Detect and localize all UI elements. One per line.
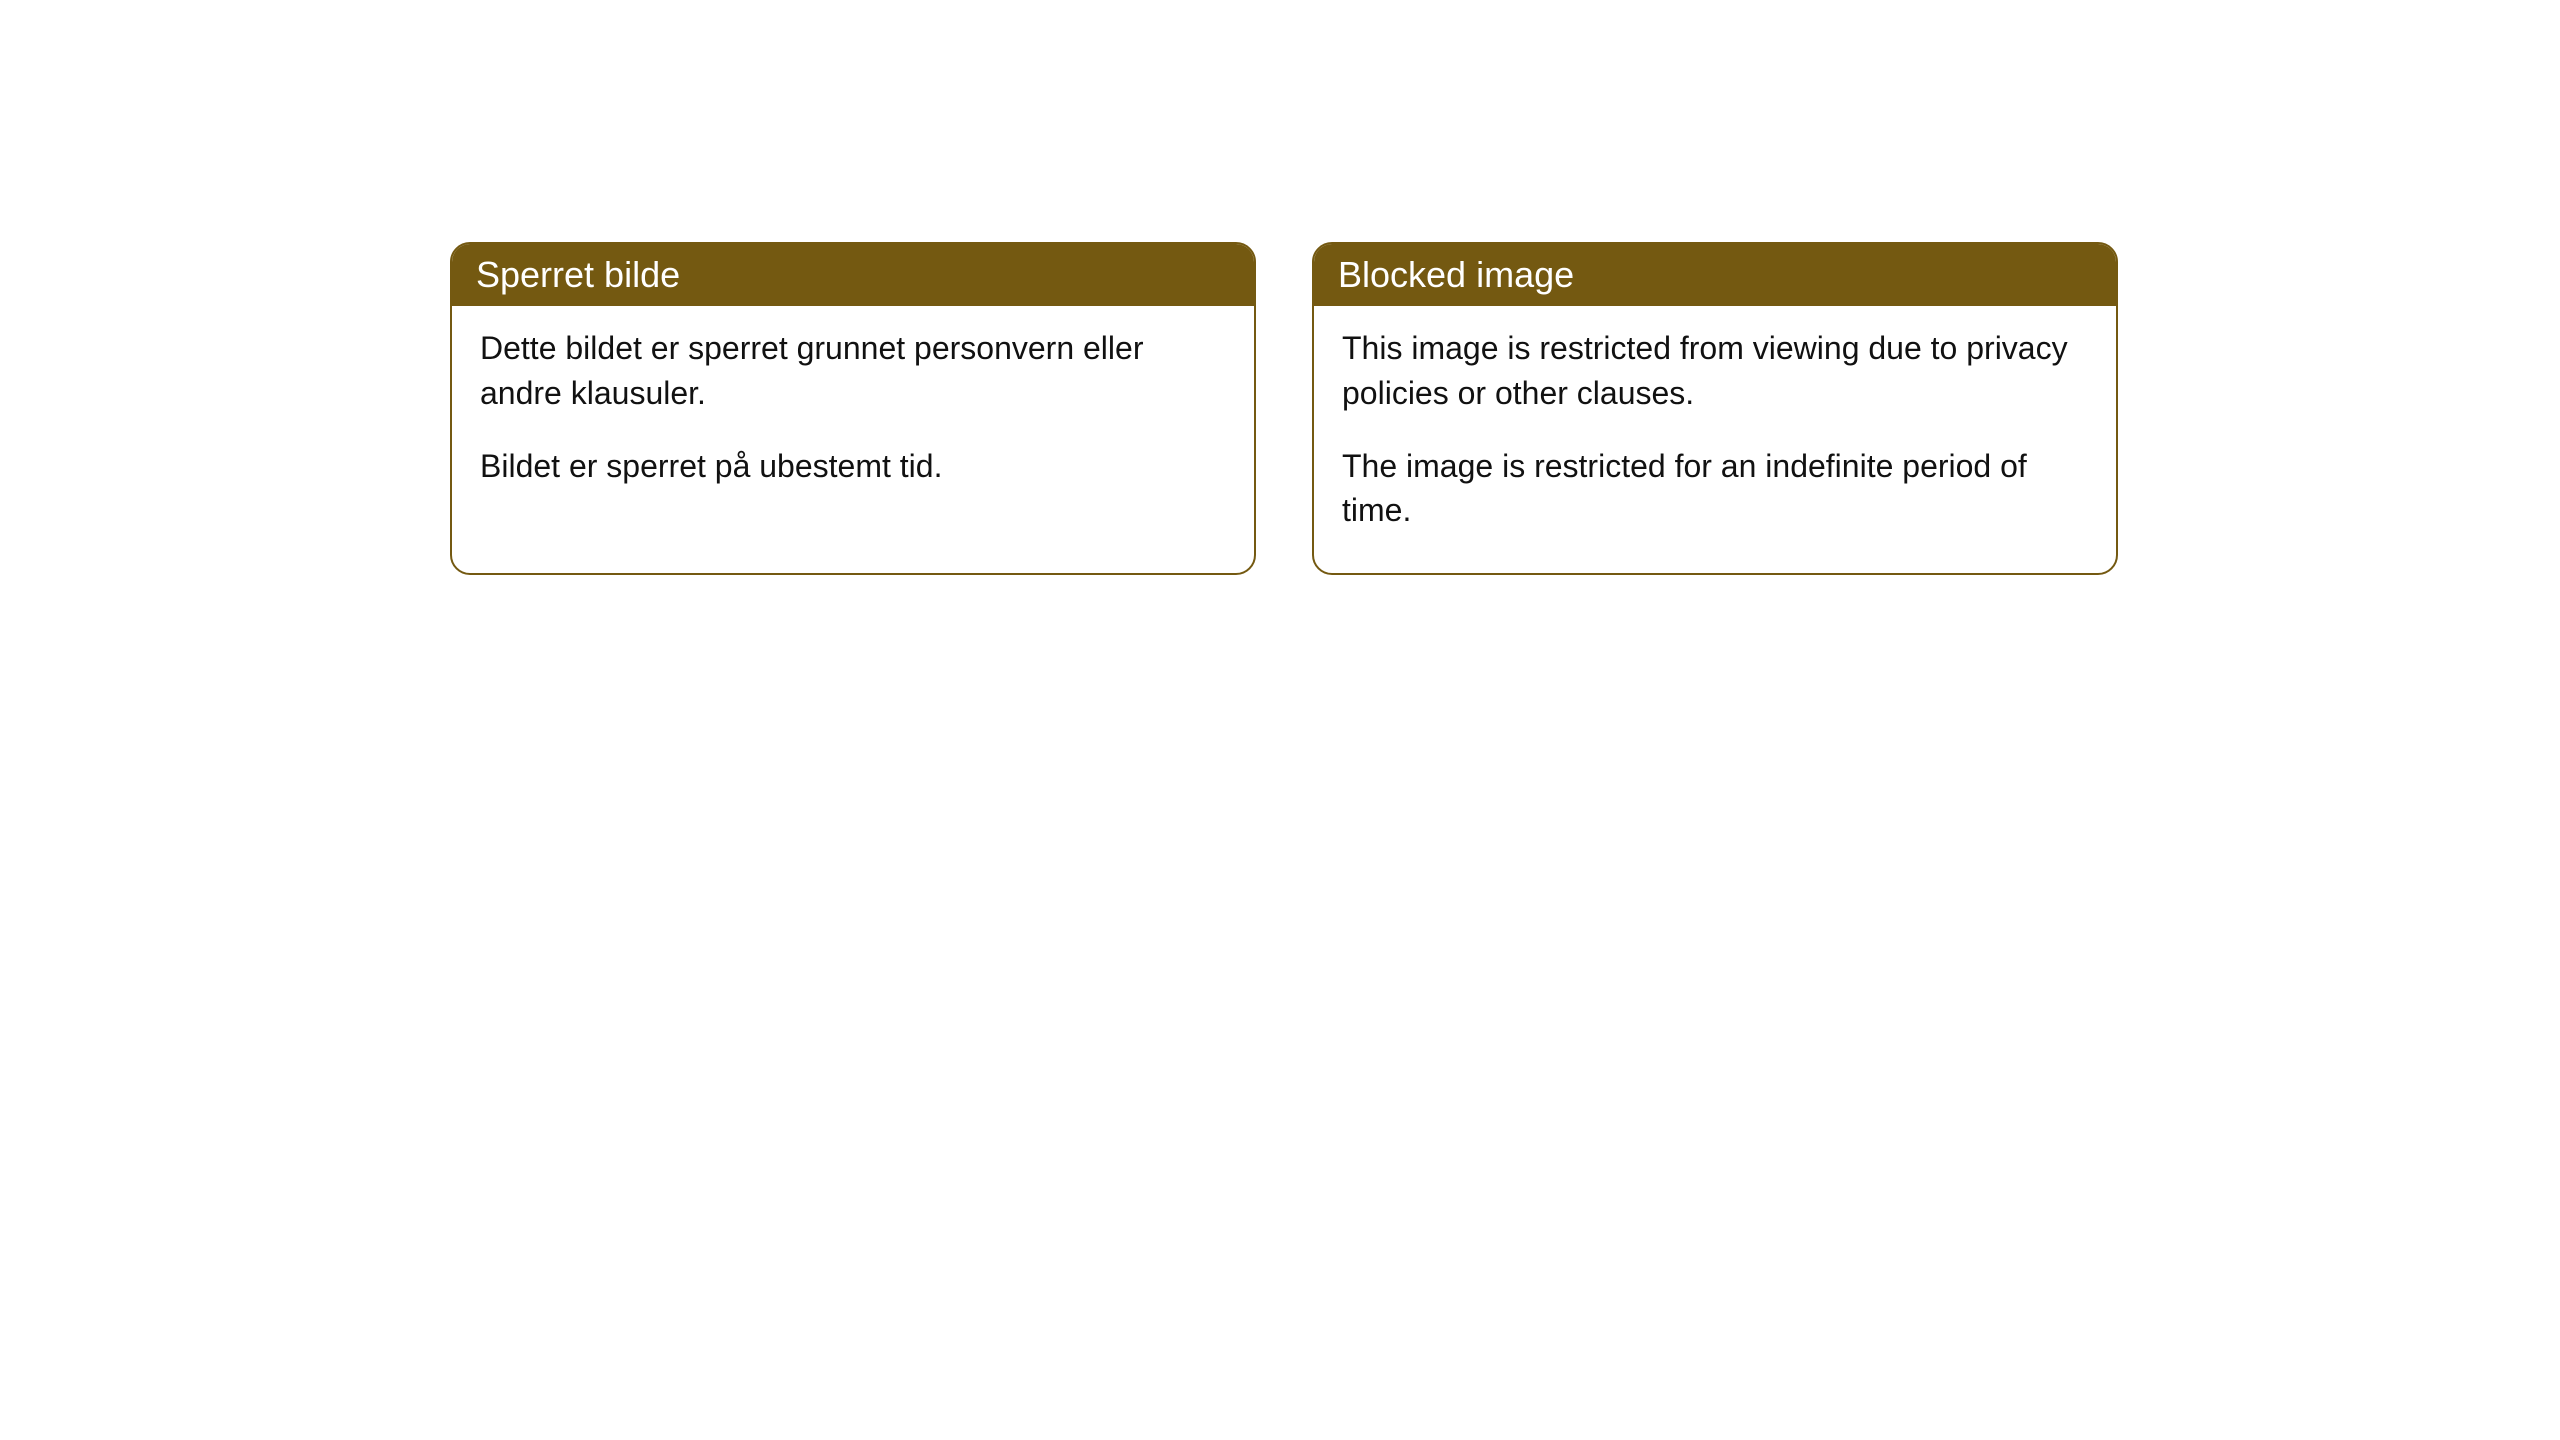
notice-paragraph: Dette bildet er sperret grunnet personve… [480, 326, 1226, 416]
notice-paragraph: Bildet er sperret på ubestemt tid. [480, 444, 1226, 489]
notice-header: Sperret bilde [452, 244, 1254, 306]
notice-body: Dette bildet er sperret grunnet personve… [452, 306, 1254, 528]
notice-card-norwegian: Sperret bilde Dette bildet er sperret gr… [450, 242, 1256, 575]
notice-paragraph: The image is restricted for an indefinit… [1342, 444, 2088, 534]
notice-paragraph: This image is restricted from viewing du… [1342, 326, 2088, 416]
notice-body: This image is restricted from viewing du… [1314, 306, 2116, 573]
notice-card-english: Blocked image This image is restricted f… [1312, 242, 2118, 575]
notice-header: Blocked image [1314, 244, 2116, 306]
notice-container: Sperret bilde Dette bildet er sperret gr… [450, 242, 2118, 575]
